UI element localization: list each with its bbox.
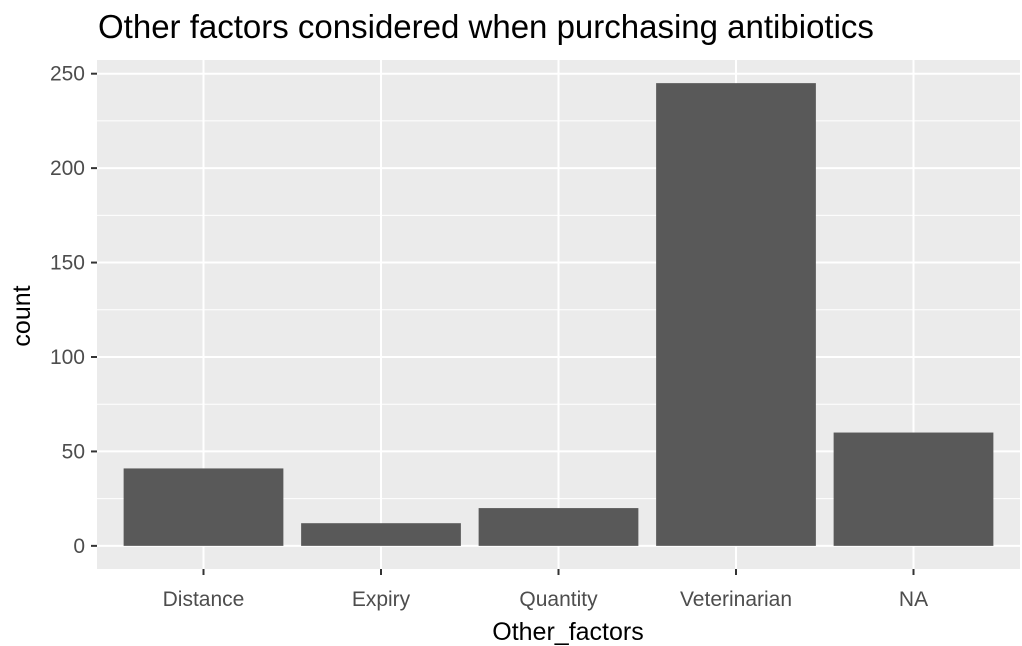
x-tick-label: Distance [163, 588, 245, 611]
bar-veterinarian [656, 83, 816, 546]
y-axis-title: count [8, 285, 36, 346]
y-tick-label: 50 [62, 440, 85, 463]
y-axis: 0 50 100 150 200 250 [50, 63, 97, 558]
bar-expiry [301, 523, 461, 546]
chart-title: Other factors considered when purchasing… [98, 8, 874, 45]
y-tick-label: 0 [73, 535, 85, 558]
y-tick-label: 250 [50, 63, 85, 86]
bar-na [833, 432, 994, 546]
x-tick-label: Quantity [519, 588, 598, 611]
bar-quantity [478, 508, 639, 546]
x-tick-label: NA [899, 588, 928, 611]
x-axis-title: Other_factors [492, 618, 643, 646]
x-axis: Distance Expiry Quantity Veterinarian NA [163, 569, 928, 611]
bar-distance [123, 468, 284, 546]
bars [123, 83, 994, 546]
x-tick-label: Expiry [352, 588, 411, 611]
y-tick-label: 150 [50, 252, 85, 275]
y-tick-label: 200 [50, 157, 85, 180]
x-tick-label: Veterinarian [680, 588, 792, 611]
y-tick-label: 100 [50, 346, 85, 369]
